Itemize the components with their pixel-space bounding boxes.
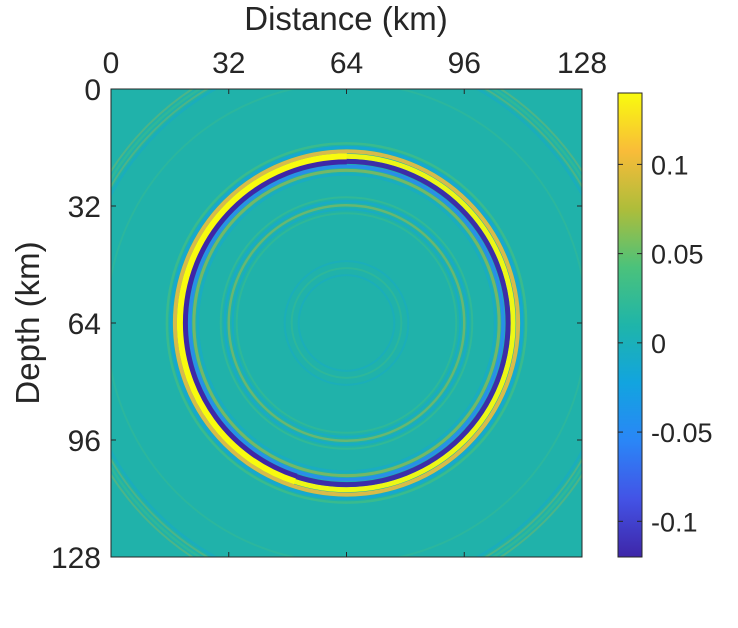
wavefront-ring xyxy=(188,164,505,482)
wavefront-ring xyxy=(290,267,403,379)
y-tick-label: 128 xyxy=(51,542,101,575)
wavefield-rings xyxy=(111,89,582,557)
wavefront-ring xyxy=(181,158,512,488)
colorbar: 0.1 0.05 0 -0.05 -0.1 xyxy=(617,92,713,558)
wavefront-ring xyxy=(169,145,524,501)
wavefront-ring xyxy=(231,208,462,438)
wavefront-ring xyxy=(227,204,466,442)
wavefront-ring xyxy=(196,173,497,473)
wavefront-ring xyxy=(297,274,396,372)
plot-area xyxy=(110,88,583,558)
x-tick-label: 128 xyxy=(557,47,607,80)
wavefront-ring xyxy=(172,149,521,497)
wavefront-ring xyxy=(165,142,528,504)
colorbar-ticks: 0.1 0.05 0 -0.05 -0.1 xyxy=(618,150,713,537)
colorbar-tick-label: 0.1 xyxy=(651,150,689,180)
x-tick-label: 0 xyxy=(103,47,120,80)
wavefront-ring xyxy=(192,168,501,478)
y-tick-label: 96 xyxy=(68,425,101,458)
axis-ticks: 0 32 64 96 128 0 32 64 96 128 xyxy=(51,47,607,575)
wavefront-ring xyxy=(235,212,458,434)
x-tick-label: 96 xyxy=(448,47,481,80)
y-tick-label: 0 xyxy=(84,74,101,107)
y-tick-label: 64 xyxy=(68,308,101,341)
x-tick-label: 32 xyxy=(212,47,245,80)
colorbar-tick-label: 0 xyxy=(651,329,666,359)
y-tick-label: 32 xyxy=(68,191,101,224)
wavefront-ring xyxy=(219,196,474,450)
wavefront-ring xyxy=(176,153,517,493)
wavefront-ring xyxy=(283,260,410,386)
colorbar-tick-label: -0.1 xyxy=(651,507,698,537)
x-tick-label: 64 xyxy=(330,47,363,80)
colorbar-tick-label: -0.05 xyxy=(651,418,713,448)
y-axis-label: Depth (km) xyxy=(9,241,46,404)
colorbar-gradient xyxy=(617,92,643,558)
x-axis-label: Distance (km) xyxy=(244,0,448,37)
wavefront-ring xyxy=(223,200,470,446)
colorbar-tick-label: 0.05 xyxy=(651,240,704,270)
